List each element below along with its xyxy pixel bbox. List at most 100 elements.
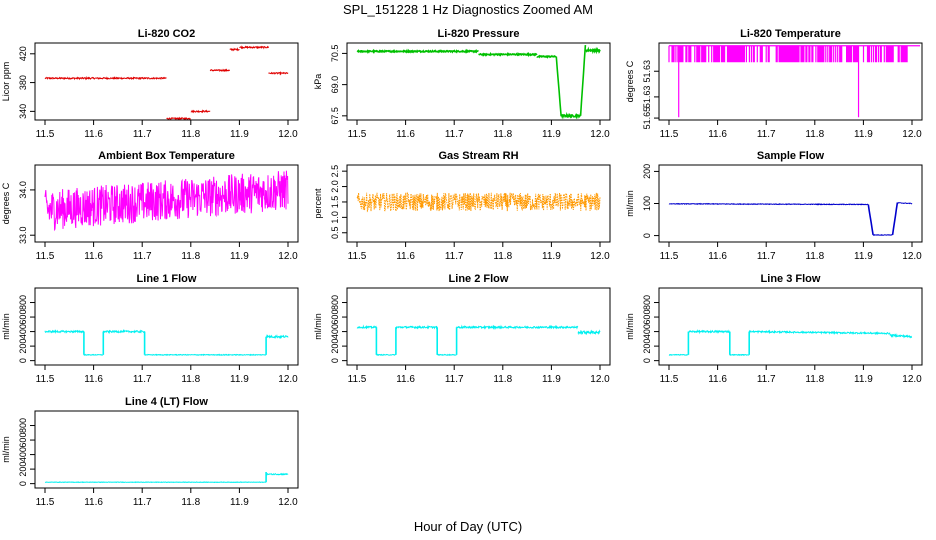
y-axis-label: degrees C (625, 60, 635, 102)
panel-title: Ambient Box Temperature (98, 150, 235, 162)
x-tick-label: 12.0 (278, 374, 298, 385)
x-tick-label: 12.0 (902, 374, 922, 385)
panel-title: Li-820 CO2 (138, 28, 195, 40)
panel-line1-flow: Line 1 Flow ml/min 11.5 11.6 11.7 11.8 11.9 12.… (1, 273, 299, 385)
series-line (395, 324, 438, 330)
x-tick-label: 11.8 (493, 129, 512, 140)
y-tick-label: 380 (18, 75, 28, 90)
y-tick-label: 51.65 (642, 107, 652, 130)
y-tick-label: 2.5 (330, 165, 340, 178)
series-line (478, 51, 538, 58)
x-tick-label: 11.5 (348, 251, 367, 262)
plot-frame (34, 287, 299, 366)
panel-line3-flow: Line 3 Flow ml/min 11.5 11.6 11.7 11.8 11.9 12.… (625, 273, 923, 385)
y-tick-label: 0 (642, 233, 652, 238)
x-tick-label: 11.8 (805, 251, 824, 262)
y-tick-label: 600 (642, 310, 652, 325)
x-tick-label: 11.9 (542, 374, 561, 385)
panel-title: Li-820 Pressure (438, 28, 520, 40)
series-line (536, 54, 557, 59)
series-line (44, 170, 289, 232)
y-tick-label: 69.0 (330, 76, 340, 94)
y-tick-label: 200 (330, 339, 340, 354)
y-tick-label: 400 (18, 447, 28, 462)
x-tick-label: 11.5 (660, 374, 679, 385)
series-line (166, 116, 191, 121)
x-tick-label: 11.5 (348, 129, 367, 140)
y-axis-label: ml/min (625, 190, 635, 217)
series-line (44, 329, 85, 334)
y-axis-label: ml/min (1, 313, 11, 340)
panel-li820-temperature: Li-820 Temperature degrees C 11.5 11.6 11.7 1… (625, 28, 923, 140)
x-tick-label: 11.5 (36, 374, 55, 385)
x-tick-label: 11.7 (133, 129, 152, 140)
y-tick-label: 600 (330, 310, 340, 325)
series-line (668, 353, 689, 356)
y-tick-label: 800 (18, 295, 28, 310)
x-tick-label: 11.8 (181, 251, 200, 262)
y-tick-label: 51.63 (642, 60, 652, 83)
series-line (897, 202, 913, 205)
panel-li820-pressure: Li-820 Pressure kPa 11.5 11.6 11.7 11.8 11.9 12… (313, 28, 611, 140)
y-tick-label: 0.5 (330, 227, 340, 240)
x-tick-label: 11.6 (84, 374, 103, 385)
x-tick-label: 12.0 (278, 251, 298, 262)
y-axis-label: ml/min (1, 436, 11, 463)
y-tick-label: 340 (18, 104, 28, 119)
y-tick-label: 2.0 (330, 180, 340, 193)
y-tick-label: 800 (330, 295, 340, 310)
y-tick-label: 0 (18, 358, 28, 363)
plot-frame (346, 42, 611, 121)
x-tick-label: 11.9 (230, 497, 249, 508)
x-tick-label: 12.0 (590, 251, 610, 262)
y-tick-label: 51.63 (642, 86, 652, 109)
y-tick-label: 400 (18, 324, 28, 339)
series-line (356, 324, 377, 330)
y-axis-label: Licor ppm (1, 62, 11, 102)
x-tick-label: 11.8 (805, 374, 824, 385)
x-tick-label: 11.9 (230, 374, 249, 385)
x-tick-label: 11.6 (396, 129, 415, 140)
y-tick-label: 0 (18, 481, 28, 486)
x-tick-label: 12.0 (902, 251, 922, 262)
x-tick-label: 11.6 (708, 129, 727, 140)
panel-line2-flow: Line 2 Flow ml/min 11.5 11.6 11.7 11.8 11.9 12.… (313, 273, 611, 385)
y-tick-label: 200 (642, 339, 652, 354)
x-tick-label: 11.6 (396, 374, 415, 385)
x-tick-label: 12.0 (590, 374, 610, 385)
x-tick-label: 11.6 (84, 129, 103, 140)
x-tick-label: 12.0 (278, 497, 298, 508)
y-tick-label: 800 (18, 418, 28, 433)
y-axis-label: percent (313, 188, 323, 219)
x-tick-label: 11.6 (708, 251, 727, 262)
x-tick-label: 11.5 (660, 251, 679, 262)
plot-frame (658, 287, 923, 366)
x-tick-label: 11.5 (36, 251, 55, 262)
panel-line4-lt-flow: Line 4 (LT) Flow ml/min 11.5 11.6 11.7 11.8 11… (1, 396, 299, 508)
series-line (579, 45, 587, 116)
x-tick-label: 11.5 (36, 129, 55, 140)
x-tick-label: 11.7 (757, 129, 776, 140)
y-axis-label: ml/min (625, 313, 635, 340)
y-tick-label: 200 (18, 462, 28, 477)
plot-frame (34, 164, 299, 243)
series-line (239, 45, 270, 50)
series-line (668, 45, 920, 118)
y-tick-label: 100 (642, 196, 652, 211)
panel-ambient-box-temperature: Ambient Box Temperature degrees C 11.5 11.6… (1, 150, 299, 262)
x-tick-label: 11.6 (396, 251, 415, 262)
panel-title: Line 2 Flow (449, 273, 509, 285)
x-tick-label: 11.7 (445, 251, 464, 262)
y-axis-label: degrees C (1, 182, 11, 224)
panel-title: Sample Flow (757, 150, 825, 162)
x-tick-label: 11.9 (542, 251, 561, 262)
y-tick-label: 1.5 (330, 196, 340, 209)
y-tick-label: 0 (642, 358, 652, 363)
plot-frame (34, 42, 299, 121)
series-line (584, 46, 601, 55)
x-tick-label: 11.6 (84, 497, 103, 508)
series-line (190, 109, 211, 114)
x-tick-label: 12.0 (902, 129, 922, 140)
series-line (356, 191, 601, 213)
